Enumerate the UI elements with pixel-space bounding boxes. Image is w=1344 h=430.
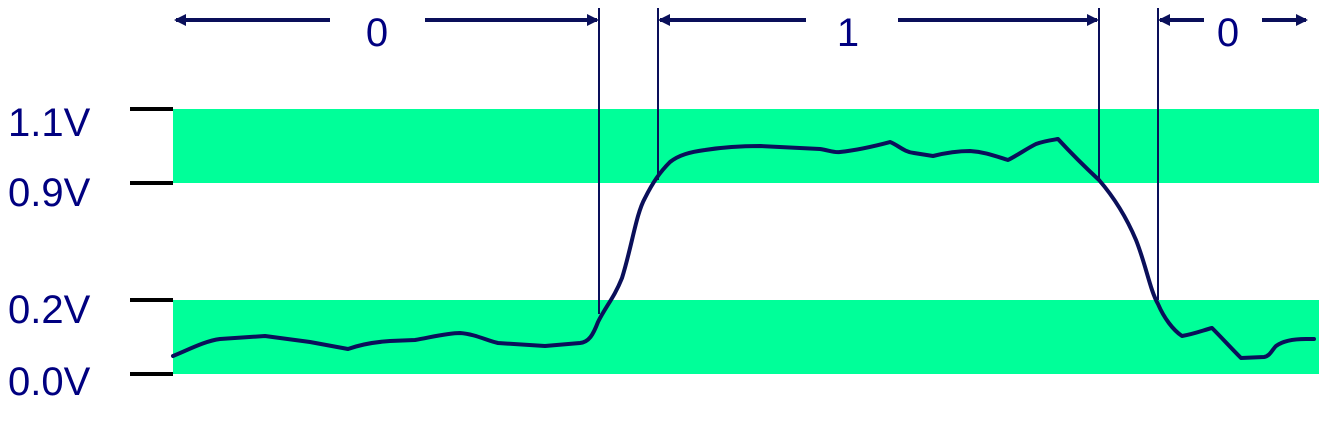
- label-1-1v: 1.1V: [8, 101, 91, 145]
- low-band: [173, 300, 1319, 374]
- label-0-2v: 0.2V: [8, 288, 91, 332]
- label-0-0v: 0.0V: [8, 360, 91, 404]
- label-0-9v: 0.9V: [8, 171, 91, 215]
- logic-label-one: 1: [837, 11, 859, 55]
- logic-label-zero-1: 0: [366, 11, 388, 55]
- logic-label-zero-2: 0: [1217, 11, 1239, 55]
- signal-waveform: [171, 137, 1316, 360]
